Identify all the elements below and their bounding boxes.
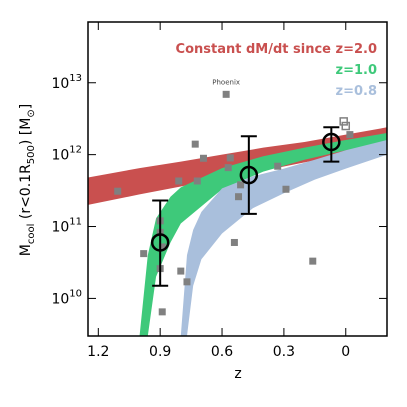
data-point (339, 117, 348, 126)
data-point (341, 121, 351, 131)
x-axis-label: z (234, 366, 241, 382)
plot-frame (87, 21, 388, 337)
data-point (193, 177, 201, 185)
data-point (222, 90, 230, 98)
band (139, 132, 387, 336)
data-point (274, 162, 282, 170)
x-tick-label: 0 (341, 344, 350, 360)
y-tick-exponent: 12 (69, 145, 82, 156)
y-label-part: ] (18, 104, 34, 109)
data-point (140, 250, 148, 258)
data-point (282, 185, 290, 193)
y-tick-base: 10 (51, 291, 69, 307)
x-tick-label: 1.2 (87, 344, 109, 360)
y-label-part: ) [M (18, 118, 34, 145)
data-point (158, 243, 166, 251)
y-tick-label: 1013 (51, 73, 82, 92)
data-point (177, 267, 185, 275)
data-point (114, 187, 122, 195)
y-tick-exponent: 13 (69, 73, 82, 84)
data-point (226, 154, 234, 162)
y-tick-label: 1012 (51, 145, 82, 164)
y-label-sub: cool (26, 224, 37, 245)
data-point (235, 193, 243, 201)
data-point (175, 177, 183, 185)
y-tick-label: 1010 (51, 288, 82, 307)
data-point (224, 164, 232, 172)
data-point (346, 131, 354, 139)
binned-point (322, 132, 341, 152)
data-point (230, 238, 238, 246)
annotation: Phoenix (212, 78, 240, 86)
data-point (199, 154, 207, 162)
data-point (309, 257, 317, 265)
data-point (191, 140, 199, 148)
legend-label: z=1.0 (336, 63, 378, 78)
legend-label: z=0.8 (336, 84, 378, 99)
y-label-part: M (18, 244, 34, 256)
y-tick-exponent: 10 (69, 288, 82, 299)
data-point (183, 278, 191, 286)
data-point (158, 308, 166, 316)
y-tick-base: 10 (51, 148, 69, 164)
binned-point (150, 233, 170, 252)
y-tick-base: 10 (51, 76, 69, 92)
x-tick-label: 0.9 (149, 344, 171, 360)
y-tick-base: 10 (51, 220, 69, 236)
y-label-sub: 500 (26, 145, 37, 164)
y-tick-label: 1011 (51, 217, 82, 236)
y-label-sub: ⊙ (26, 109, 37, 117)
y-axis-label: Mcool (r<0.1R500) [M⊙] (18, 104, 37, 256)
legend-label: Constant dM/dt since z=2.0 (176, 42, 377, 57)
y-tick-exponent: 11 (69, 217, 82, 228)
band (180, 139, 387, 336)
binned-point (239, 165, 259, 185)
bands (88, 127, 387, 336)
x-tick-label: 0.6 (211, 344, 233, 360)
data-point (237, 181, 245, 189)
y-label-part: (r<0.1R (18, 164, 34, 224)
x-tick-label: 0.3 (273, 344, 295, 360)
